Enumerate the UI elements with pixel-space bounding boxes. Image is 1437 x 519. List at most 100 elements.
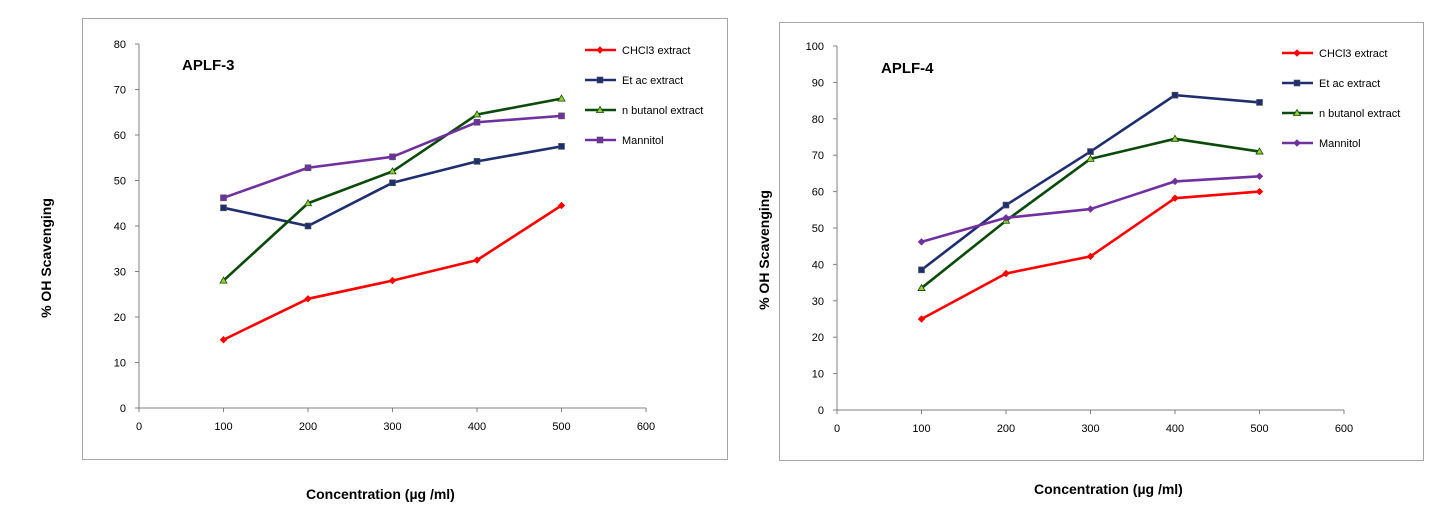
c1-legend-label-1: Et ac extract: [622, 75, 683, 87]
c1-series-3-point: [304, 164, 312, 172]
c2-series-3-point: [1086, 205, 1095, 213]
c2-series-1-point: [918, 266, 925, 274]
c1-x-tick-label: 100: [214, 421, 232, 433]
c1-y-tick-label: 50: [114, 176, 126, 188]
c1-series-2-point: [557, 94, 566, 102]
c2-chart-title: APLF-4: [881, 60, 934, 77]
c1-series-1-point: [473, 158, 481, 165]
c2-series-1-point: [1256, 99, 1263, 106]
c1-x-tick-label: 300: [383, 421, 401, 433]
c1-legend-marker-2: [595, 105, 605, 113]
c2-y-tick-label: 90: [812, 77, 824, 89]
c2-x-tick-label: 0: [834, 423, 840, 435]
c2-x-tick-label: 300: [1081, 423, 1099, 435]
c2-y-tick-label: 30: [812, 296, 824, 308]
c1-series-0-point: [388, 276, 397, 285]
c2-series-0-point: [1171, 194, 1179, 202]
c1-legend-marker-1: [596, 76, 604, 84]
c1-series-3-point: [389, 153, 396, 161]
y-axis-label-aplf3: % OH Scavenging: [38, 198, 54, 318]
c2-series-2-point: [917, 283, 926, 291]
c2-y-tick-label: 100: [806, 41, 824, 53]
c2-series-3-point: [917, 238, 926, 246]
x-axis-label-aplf4: Concentration (µg /ml): [1034, 481, 1183, 497]
c1-y-tick-label: 20: [114, 312, 126, 324]
c2-legend-label-3: Mannitol: [1319, 138, 1361, 150]
c2-series-2-point: [1086, 154, 1095, 162]
c1-series-1-point: [304, 222, 312, 230]
c1-y-tick-label: 30: [114, 267, 126, 279]
c1-y-tick-label: 70: [114, 85, 126, 97]
c1-y-tick-label: 10: [114, 358, 126, 370]
c1-legend-marker-0: [596, 46, 604, 54]
c1-series-0-point: [473, 256, 481, 264]
c1-series-0-point: [219, 336, 228, 344]
c2-y-tick-label: 70: [812, 150, 824, 162]
c1-legend-label-2: n butanol extract: [622, 105, 703, 117]
chart-panel-aplf3: [82, 18, 728, 460]
c1-series-1-point: [389, 179, 396, 187]
c2-y-tick-label: 40: [812, 259, 824, 271]
c1-chart-title: APLF-3: [182, 57, 235, 74]
c2-x-tick-label: 100: [912, 423, 930, 435]
c1-series-2-point: [388, 167, 397, 175]
c1-series-2-point: [303, 198, 313, 207]
c2-series-1-point: [1087, 148, 1094, 155]
c2-series-2-point: [1170, 134, 1180, 142]
c1-series-0-point: [304, 295, 312, 303]
c1-legend-label-3: Mannitol: [622, 135, 664, 147]
c2-x-tick-label: 400: [1166, 423, 1184, 435]
chart-panel-aplf4: [779, 22, 1424, 461]
c1-x-tick-label: 500: [552, 421, 570, 433]
c1-series-3-point: [558, 112, 565, 120]
c2-series-3-point: [1255, 172, 1264, 181]
c2-legend-label-1: Et ac extract: [1319, 78, 1380, 90]
c1-y-tick-label: 80: [114, 39, 126, 51]
c2-series-0-point: [1255, 187, 1264, 196]
c2-series-0-point: [1086, 252, 1095, 261]
c1-y-tick-label: 40: [114, 221, 126, 233]
c1-series-2-point: [472, 110, 482, 118]
c1-series-2-point: [219, 276, 228, 284]
c2-series-line-1: [920, 93, 1260, 271]
c1-x-tick-label: 0: [136, 421, 142, 433]
c1-x-tick-label: 600: [637, 421, 655, 433]
c1-series-3-point: [473, 118, 481, 126]
c2-legend-marker-0: [1293, 49, 1301, 57]
c2-x-tick-label: 500: [1250, 423, 1268, 435]
c1-y-tick-label: 60: [114, 130, 126, 142]
c2-y-tick-label: 50: [812, 223, 824, 235]
c1-series-1-point: [220, 204, 227, 212]
c1-series-1-point: [558, 143, 565, 150]
x-axis-label-aplf3: Concentration (µg /ml): [306, 486, 455, 502]
y-axis-label-aplf4: % OH Scavenging: [756, 190, 772, 310]
c2-y-tick-label: 80: [812, 114, 824, 126]
c1-series-3-point: [220, 194, 227, 202]
c2-series-1-point: [1002, 201, 1010, 209]
c2-legend-marker-1: [1293, 79, 1301, 87]
c1-legend-marker-3: [596, 136, 604, 144]
c2-y-tick-label: 60: [812, 187, 824, 199]
c2-legend-label-2: n butanol extract: [1319, 108, 1400, 120]
c2-x-tick-label: 200: [997, 423, 1015, 435]
c2-legend-marker-2: [1292, 108, 1302, 116]
c1-x-tick-label: 400: [468, 421, 486, 433]
c2-series-3-point: [1002, 214, 1010, 222]
c2-series-0-point: [917, 315, 926, 323]
c1-legend-label-0: CHCl3 extract: [622, 45, 690, 57]
c2-y-tick-label: 20: [812, 332, 824, 344]
c2-legend-label-0: CHCl3 extract: [1319, 48, 1387, 60]
c2-legend-marker-3: [1293, 139, 1301, 147]
c2-x-tick-label: 600: [1335, 423, 1353, 435]
c2-series-0-point: [1002, 269, 1010, 278]
c1-x-tick-label: 200: [299, 421, 317, 433]
c1-y-tick-label: 0: [120, 403, 126, 415]
c1-series-0-point: [557, 201, 566, 210]
c2-y-tick-label: 10: [812, 369, 824, 381]
c2-series-3-point: [1171, 177, 1179, 186]
c2-series-1-point: [1171, 91, 1179, 99]
c2-y-tick-label: 0: [818, 405, 824, 417]
c2-series-2-point: [1255, 147, 1264, 155]
